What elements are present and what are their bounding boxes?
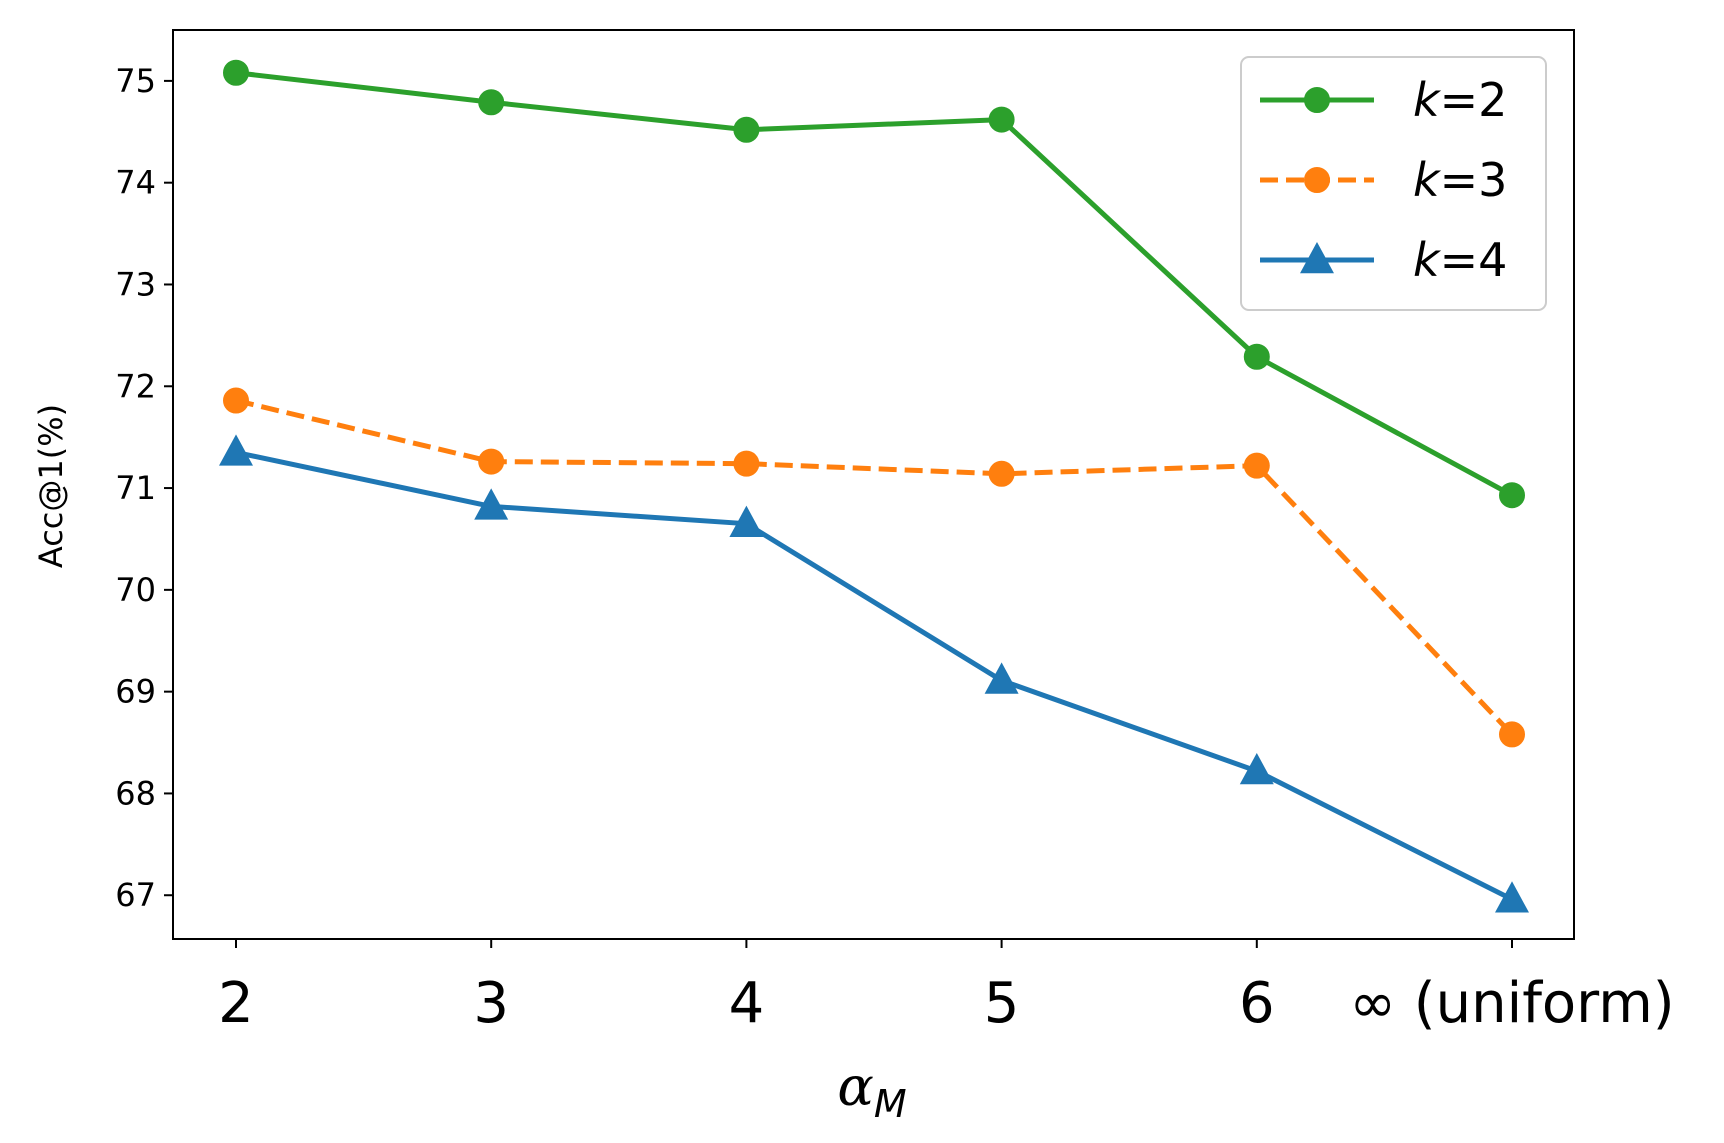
y-tick-label: 68 [115,774,156,812]
legend-entry: k=2 [1260,73,1507,127]
data-point [1499,482,1525,509]
x-tick-label: 3 [473,971,509,1036]
series-line [235,70,1514,498]
legend-label: k=2 [1413,73,1507,127]
data-point [223,387,249,414]
plot-frame [172,29,1575,940]
x-axis-label: αM [837,1055,906,1126]
data-point [478,448,505,475]
x-tick-label: 4 [729,971,765,1036]
series-k3 [223,387,1525,748]
y-tick-label: 70 [115,571,156,609]
series-k4 [219,434,1529,913]
legend-marker [1304,167,1330,193]
data-point [984,662,1019,694]
legend: k=2 k=3 k=4 [1240,56,1547,311]
data-point [219,434,253,466]
y-tick-label: 73 [115,265,156,303]
series-k2 [223,59,1525,509]
data-point [729,505,764,537]
legend-label: k=4 [1413,233,1507,287]
data-point [733,116,760,143]
legend-marker [1304,87,1330,113]
data-point [223,59,249,86]
legend-entry: k=3 [1260,153,1507,207]
y-tick-label: 67 [115,876,156,914]
data-point [733,450,760,477]
legend-entry: k=4 [1260,233,1507,287]
x-tick-label: 6 [1239,971,1275,1036]
legend-label: k=3 [1413,153,1507,207]
data-point [1239,752,1274,785]
x-tick-label: ∞ (uniform) [1349,971,1674,1036]
y-tick-label: 71 [115,469,156,507]
y-tick-label: 75 [115,62,156,100]
data-point [478,89,505,116]
data-point [1243,452,1270,479]
x-tick-label: 5 [984,971,1020,1036]
data-point [474,488,509,520]
series-line [235,398,1514,737]
data-point [1495,881,1529,913]
axes-layer: 67 68 69 70 71 72 73 74 75 2 3 4 5 6 ∞ (uniform) [115,62,1674,1036]
y-tick-label: 69 [115,673,156,711]
data-point [1243,343,1270,370]
y-tick-label: 74 [115,164,156,202]
series-layer [219,59,1529,913]
data-point [1499,721,1525,748]
y-tick-label: 72 [115,367,156,405]
y-axis-label: Acc@1(%) [32,404,70,568]
data-point [988,106,1015,133]
x-tick-label: 2 [218,971,254,1036]
series-line [235,449,1514,902]
data-point [988,460,1015,487]
legend-marker [1300,241,1334,274]
